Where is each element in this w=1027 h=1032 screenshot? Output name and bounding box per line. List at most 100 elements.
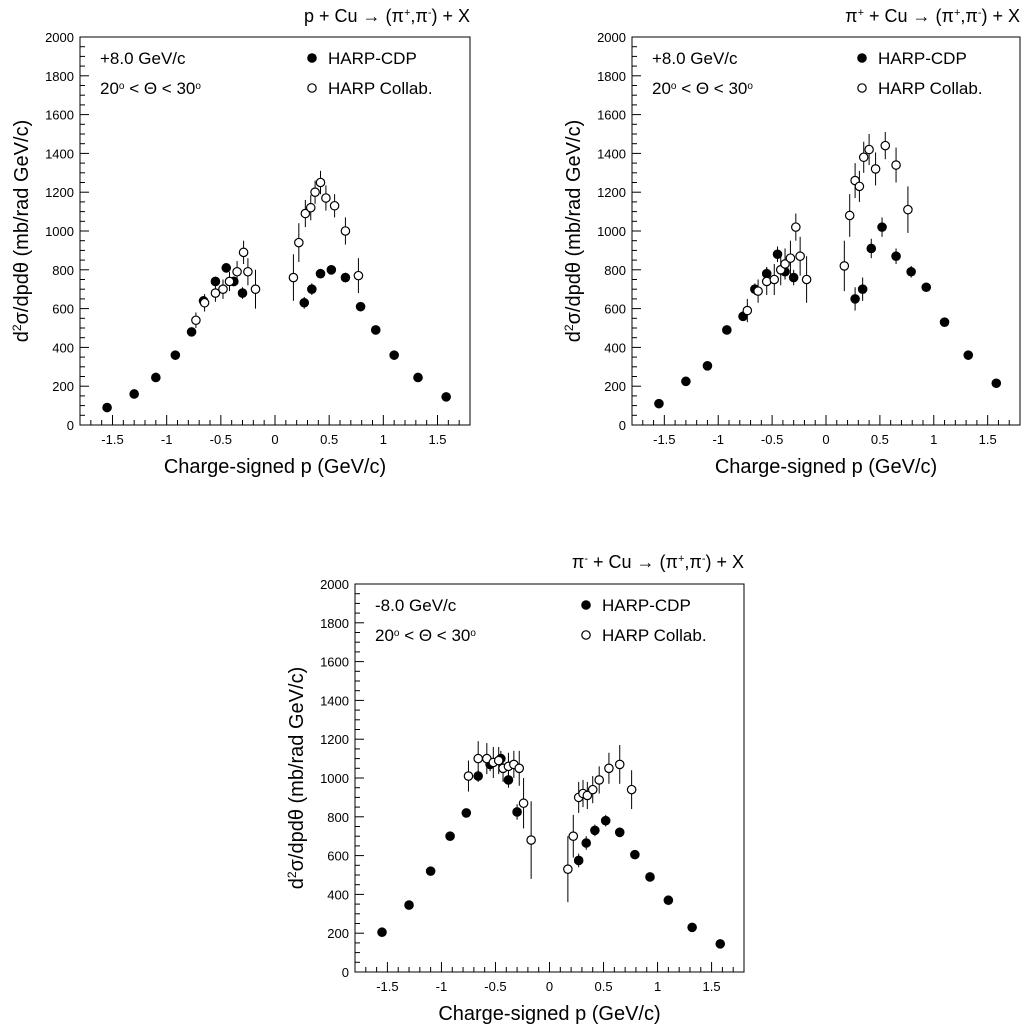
data-point bbox=[963, 350, 974, 360]
data-point bbox=[795, 251, 805, 262]
y-tick-label: 800 bbox=[604, 263, 626, 278]
y-tick-label: 200 bbox=[604, 379, 626, 394]
data-point bbox=[404, 900, 414, 910]
theta-range-annotation: 20o < Θ < 30o bbox=[100, 79, 201, 98]
series-harp-cdp bbox=[377, 750, 726, 949]
data-point bbox=[844, 210, 855, 221]
data-point bbox=[582, 790, 593, 801]
data-point bbox=[702, 361, 713, 371]
legend-marker bbox=[307, 83, 317, 93]
y-tick-label: 1800 bbox=[597, 69, 626, 84]
data-point bbox=[232, 266, 242, 277]
series-harp-cdp bbox=[654, 217, 1002, 409]
data-point bbox=[310, 187, 320, 197]
data-point bbox=[463, 771, 474, 781]
data-point bbox=[880, 140, 891, 151]
data-point bbox=[991, 378, 1002, 389]
series-harp-collab bbox=[191, 170, 364, 328]
chart-panel-3: π- + Cu → (π+,π-) + X0200400600800100012… bbox=[285, 552, 745, 1025]
y-tick-label: 1000 bbox=[320, 771, 349, 786]
data-point bbox=[854, 181, 865, 192]
y-tick-label: 600 bbox=[52, 302, 74, 317]
x-tick-label: -0.5 bbox=[761, 432, 783, 447]
data-point bbox=[237, 288, 248, 298]
legend-label: HARP-CDP bbox=[602, 596, 691, 615]
y-tick-label: 400 bbox=[327, 887, 349, 902]
data-point bbox=[801, 274, 812, 285]
data-point bbox=[715, 939, 726, 949]
data-point bbox=[441, 392, 451, 402]
x-tick-label: 1.5 bbox=[428, 432, 446, 447]
data-point bbox=[839, 261, 850, 271]
data-point bbox=[906, 266, 916, 277]
data-point bbox=[493, 755, 504, 766]
x-tick-label: 0.5 bbox=[594, 979, 612, 994]
data-point bbox=[722, 325, 732, 335]
x-tick-label: -1.5 bbox=[101, 432, 123, 447]
data-point bbox=[151, 372, 161, 383]
data-point bbox=[518, 798, 529, 809]
data-point bbox=[250, 284, 261, 294]
data-point bbox=[791, 222, 801, 232]
x-tick-label: 1.5 bbox=[703, 979, 721, 994]
x-tick-label: 0.5 bbox=[871, 432, 889, 447]
data-point bbox=[785, 253, 796, 263]
data-point bbox=[870, 164, 881, 174]
y-tick-label: 800 bbox=[327, 810, 349, 825]
x-tick-label: -1 bbox=[436, 979, 448, 994]
x-axis-label: Charge-signed p (GeV/c) bbox=[438, 1003, 660, 1025]
x-tick-label: -1.5 bbox=[653, 432, 675, 447]
data-point bbox=[891, 251, 901, 262]
x-tick-label: 0 bbox=[271, 432, 278, 447]
data-point bbox=[221, 263, 232, 273]
legend-label: HARP Collab. bbox=[878, 79, 983, 98]
y-tick-label: 0 bbox=[67, 418, 74, 433]
y-tick-label: 1600 bbox=[320, 655, 349, 670]
data-point bbox=[514, 763, 525, 774]
x-tick-label: 1 bbox=[654, 979, 661, 994]
data-point bbox=[753, 286, 763, 296]
data-point bbox=[864, 144, 874, 155]
data-point bbox=[654, 398, 664, 409]
y-tick-label: 1000 bbox=[597, 224, 626, 239]
data-point bbox=[199, 297, 210, 308]
data-point bbox=[526, 835, 536, 845]
data-point bbox=[210, 288, 221, 298]
legend-label: HARP-CDP bbox=[328, 49, 417, 68]
data-point bbox=[307, 284, 317, 294]
y-axis-label: d2σ/dpdθ (mb/rad GeV/c) bbox=[285, 667, 308, 889]
legend-label: HARP Collab. bbox=[328, 79, 433, 98]
data-point bbox=[512, 807, 522, 817]
data-point bbox=[355, 301, 366, 312]
x-tick-label: -1 bbox=[712, 432, 724, 447]
data-point bbox=[742, 305, 753, 316]
y-tick-label: 1200 bbox=[320, 732, 349, 747]
data-point bbox=[891, 160, 901, 170]
legend-marker bbox=[857, 83, 867, 93]
data-point bbox=[377, 927, 387, 938]
data-point bbox=[389, 350, 399, 360]
theta-range-annotation: 20o < Θ < 30o bbox=[375, 626, 476, 645]
data-point bbox=[299, 297, 310, 308]
data-point bbox=[321, 193, 331, 203]
legend-marker bbox=[581, 600, 591, 610]
data-point bbox=[315, 268, 326, 279]
y-tick-label: 800 bbox=[52, 263, 74, 278]
x-tick-label: 0 bbox=[546, 979, 553, 994]
x-axis-label: Charge-signed p (GeV/c) bbox=[164, 456, 386, 478]
x-tick-label: 0 bbox=[822, 432, 829, 447]
chart-title: π+ + Cu → (π+,π-) + X bbox=[845, 6, 1020, 26]
beam-momentum-annotation: +8.0 GeV/c bbox=[652, 49, 738, 68]
data-point bbox=[568, 831, 579, 841]
chart-title: p + Cu → (π+,π-) + X bbox=[304, 6, 470, 26]
data-point bbox=[663, 895, 674, 906]
legend-marker bbox=[581, 630, 591, 640]
y-tick-label: 2000 bbox=[597, 30, 626, 45]
y-tick-label: 0 bbox=[619, 418, 626, 433]
data-point bbox=[186, 327, 197, 337]
y-tick-label: 1400 bbox=[320, 693, 349, 708]
data-point bbox=[294, 237, 304, 248]
chart-panel-1: p + Cu → (π+,π-) + X02004006008001000120… bbox=[10, 6, 471, 478]
data-point bbox=[866, 243, 877, 254]
